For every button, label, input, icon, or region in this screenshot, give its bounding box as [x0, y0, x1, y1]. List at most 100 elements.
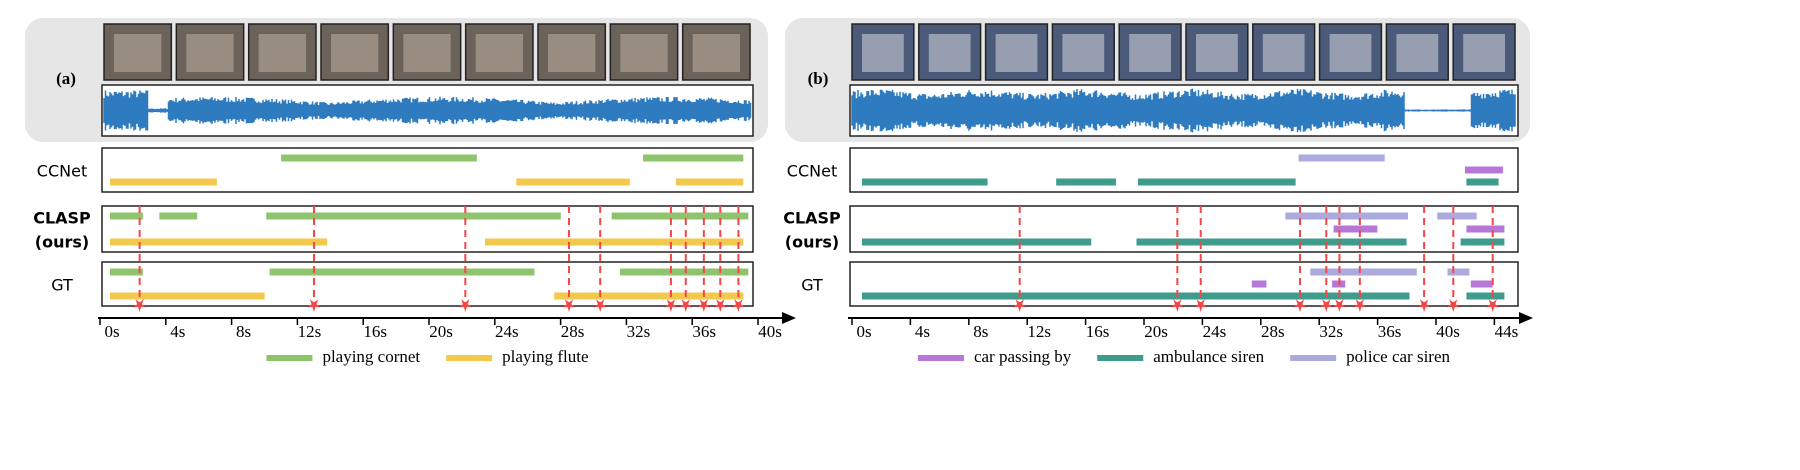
event-segment — [1298, 154, 1385, 162]
row-box — [849, 205, 1519, 253]
video-frame-content — [1262, 34, 1305, 72]
x-tick-label: 36s — [692, 322, 716, 341]
event-segment — [485, 238, 744, 246]
row-label: CLASP — [783, 209, 841, 228]
panel-label: (a) — [56, 69, 76, 88]
x-tick-label: 8s — [973, 322, 988, 341]
x-tick-label: 8s — [236, 322, 251, 341]
event-segment — [516, 178, 630, 186]
x-tick-label: 12s — [1027, 322, 1051, 341]
row-label: (ours) — [35, 233, 89, 252]
row-label: CLASP — [33, 209, 91, 228]
x-tick-label: 0s — [104, 322, 119, 341]
boundary-marker — [1353, 299, 1367, 312]
boundary-marker — [1170, 299, 1184, 312]
event-segment — [110, 292, 265, 300]
video-frame-content — [862, 34, 904, 72]
boundary-marker — [1417, 299, 1431, 312]
boundary-marker — [697, 299, 711, 312]
axis-arrow — [782, 312, 796, 324]
event-segment — [862, 238, 1092, 246]
x-tick-label: 20s — [1144, 322, 1168, 341]
x-tick-label: 16s — [363, 322, 387, 341]
event-segment — [675, 178, 744, 186]
video-frame-content — [403, 34, 451, 72]
video-frame-content — [548, 34, 596, 72]
legend-label: ambulance siren — [1153, 347, 1264, 366]
x-tick-label: 24s — [495, 322, 519, 341]
event-segment — [1447, 268, 1470, 276]
event-segment — [1310, 268, 1417, 276]
boundary-marker — [664, 299, 678, 312]
boundary-marker — [458, 299, 472, 312]
boundary-marker — [562, 299, 576, 312]
event-segment — [266, 212, 561, 220]
x-tick-label: 28s — [561, 322, 585, 341]
video-frame-content — [186, 34, 234, 72]
boundary-marker — [1293, 299, 1307, 312]
row-label: GT — [51, 276, 73, 295]
panel-label: (b) — [808, 69, 829, 88]
event-segment — [1460, 238, 1505, 246]
boundary-marker — [1486, 299, 1500, 312]
x-tick-label: 28s — [1261, 322, 1285, 341]
x-tick-label: 24s — [1203, 322, 1227, 341]
row-box — [101, 205, 754, 253]
boundary-marker — [1319, 299, 1333, 312]
row-label: (ours) — [785, 233, 839, 252]
video-frame-content — [928, 34, 971, 72]
video-frame-content — [1329, 34, 1372, 72]
event-segment — [281, 154, 477, 162]
boundary-marker — [1446, 299, 1460, 312]
axis-arrow — [1519, 312, 1533, 324]
event-segment — [159, 212, 198, 220]
video-frame-content — [1196, 34, 1238, 72]
video-frame-content — [475, 34, 523, 72]
row-box — [101, 261, 754, 307]
waveform — [851, 88, 1516, 133]
x-tick-label: 36s — [1378, 322, 1402, 341]
boundary-marker — [713, 299, 727, 312]
boundary-marker — [1013, 299, 1027, 312]
x-tick-label: 4s — [170, 322, 185, 341]
x-tick-label: 40s — [758, 322, 782, 341]
row-label: CCNet — [37, 162, 87, 181]
video-frame-content — [258, 34, 306, 72]
row-label: GT — [801, 276, 823, 295]
video-frame-content — [995, 34, 1038, 72]
event-segment — [862, 178, 988, 186]
event-segment — [110, 178, 217, 186]
event-segment — [110, 268, 143, 276]
event-segment — [1333, 225, 1378, 233]
video-frame-content — [1463, 34, 1505, 72]
legend-label: car passing by — [974, 347, 1072, 366]
x-tick-label: 0s — [856, 322, 871, 341]
x-tick-label: 12s — [298, 322, 322, 341]
row-label: CCNet — [787, 162, 837, 181]
event-segment — [1056, 178, 1117, 186]
legend-label: playing flute — [502, 347, 588, 366]
event-segment — [554, 292, 744, 300]
legend-label: playing cornet — [322, 347, 420, 366]
video-frame-content — [620, 34, 668, 72]
event-segment — [619, 268, 749, 276]
event-segment — [1251, 280, 1267, 288]
event-segment — [1466, 225, 1505, 233]
x-tick-label: 16s — [1086, 322, 1110, 341]
legend-label: police car siren — [1346, 347, 1450, 366]
video-frame-content — [1062, 34, 1105, 72]
event-segment — [1466, 178, 1499, 186]
x-tick-label: 20s — [429, 322, 453, 341]
boundary-marker — [679, 299, 693, 312]
event-segment — [110, 212, 143, 220]
event-segment — [642, 154, 744, 162]
event-segment — [862, 292, 1410, 300]
boundary-marker — [593, 299, 607, 312]
video-frame-content — [692, 34, 740, 72]
video-frame-content — [331, 34, 379, 72]
event-segment — [1437, 212, 1477, 220]
boundary-marker — [1194, 299, 1208, 312]
boundary-marker — [731, 299, 745, 312]
video-frame-content — [1396, 34, 1439, 72]
